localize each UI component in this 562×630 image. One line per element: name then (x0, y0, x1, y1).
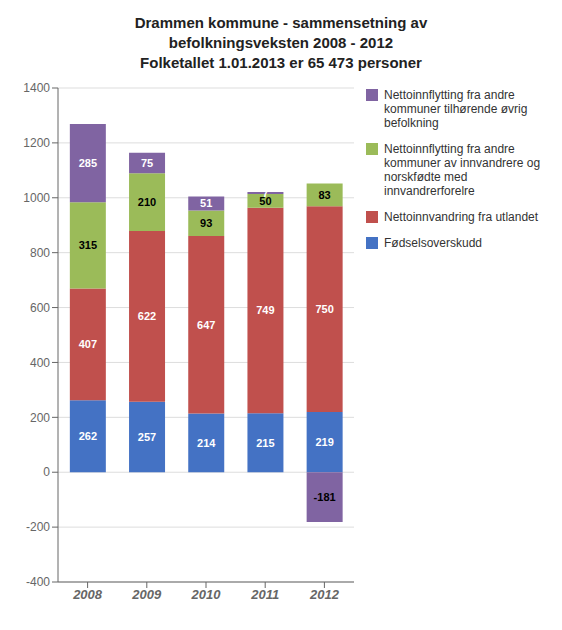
svg-text:1000: 1000 (23, 191, 50, 205)
svg-text:83: 83 (319, 189, 331, 201)
svg-text:50: 50 (259, 194, 272, 207)
svg-text:285: 285 (79, 157, 97, 169)
html-text:Nettoinnvandring fra utlandet: Nettoinnvandring fra utlandet (384, 210, 539, 224)
svg-text:600: 600 (30, 301, 50, 315)
svg-text:1400: 1400 (23, 81, 50, 95)
svg-text:2012: 2012 (309, 587, 340, 602)
svg-text:-200: -200 (26, 520, 50, 534)
svg-text:7: 7 (262, 187, 268, 199)
svg-text:219: 219 (315, 436, 333, 448)
svg-text:1200: 1200 (23, 136, 50, 150)
svg-text:2010: 2010 (191, 587, 222, 602)
svg-text:400: 400 (30, 356, 50, 370)
svg-text:214: 214 (197, 437, 216, 449)
html-text:Fødselsoverskudd: Fødselsoverskudd (384, 236, 482, 250)
svg-text:262: 262 (79, 430, 97, 442)
html-text:befolkningsveksten 2008 - 2012: befolkningsveksten 2008 - 2012 (168, 34, 394, 51)
html-text:Nettoinnflytting fra andre kom: Nettoinnflytting fra andre kommuner av i… (384, 142, 541, 198)
svg-text:800: 800 (30, 246, 50, 260)
svg-text:75: 75 (141, 157, 153, 169)
svg-text:257: 257 (138, 431, 156, 443)
svg-text:749: 749 (256, 304, 274, 316)
svg-text:93: 93 (200, 217, 212, 229)
svg-text:407: 407 (79, 338, 97, 350)
html-text:Folketallet 1.01.2013 er 65 47: Folketallet 1.01.2013 er 65 473 personer (140, 54, 422, 71)
svg-text:647: 647 (197, 319, 215, 331)
html-text:Drammen kommune - sammensetnin: Drammen kommune - sammensetning av (134, 14, 428, 31)
svg-text:210: 210 (138, 196, 156, 208)
svg-text:-400: -400 (26, 575, 50, 589)
svg-text:-181: -181 (314, 491, 336, 503)
html-text:Nettoinnflytting fra andre kom: Nettoinnflytting fra andre kommuner tilh… (384, 88, 528, 130)
svg-text:2008: 2008 (72, 587, 103, 602)
svg-text:51: 51 (200, 197, 212, 209)
svg-text:2009: 2009 (131, 587, 162, 602)
svg-text:215: 215 (256, 437, 274, 449)
svg-text:200: 200 (30, 411, 50, 425)
svg-text:750: 750 (315, 303, 333, 315)
svg-text:2011: 2011 (250, 587, 279, 602)
svg-text:622: 622 (138, 310, 156, 322)
svg-text:0: 0 (43, 465, 50, 479)
svg-text:315: 315 (79, 239, 97, 251)
